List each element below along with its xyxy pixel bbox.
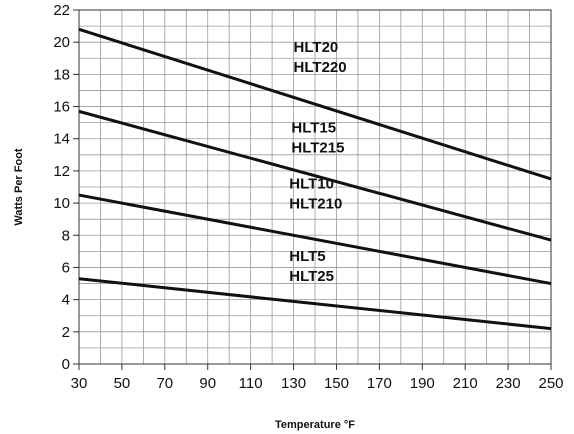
y-tick-label: 0 — [62, 356, 70, 373]
x-axis-label: Temperature °F — [275, 419, 355, 431]
series-label: HLT5 — [289, 248, 325, 265]
series-label: HLT210 — [289, 196, 342, 213]
series-label: HLT20 — [294, 39, 339, 56]
x-tick-label: 250 — [538, 375, 563, 392]
series-lines — [78, 27, 552, 331]
y-tick-label: 14 — [53, 131, 70, 148]
y-tick-label: 22 — [53, 2, 70, 19]
series-line-1 — [78, 27, 552, 181]
series-line-2 — [78, 109, 552, 242]
x-tick-label: 210 — [453, 375, 478, 392]
y-tick-label: 18 — [53, 66, 70, 83]
series-labels: HLT20 HLT220 HLT15 HLT215 HLT10 HLT210 HLT5 HLT… — [289, 39, 346, 285]
series-label: HLT220 — [294, 59, 347, 76]
x-tick-label: 130 — [281, 375, 306, 392]
x-tick-label: 150 — [324, 375, 349, 392]
series-line-3 — [78, 193, 552, 286]
x-tick-label: 170 — [367, 375, 392, 392]
axes — [78, 9, 552, 365]
series-label: HLT15 — [291, 119, 336, 136]
y-axis-label: Watts Per Foot — [13, 148, 25, 226]
y-tick-label: 20 — [53, 34, 70, 51]
x-tick-label: 110 — [239, 375, 263, 392]
y-tick-label: 10 — [53, 195, 70, 212]
y-tick-labels: 0 2 4 6 8 10 12 14 16 18 20 22 — [53, 2, 79, 373]
series-label: HLT215 — [291, 139, 344, 156]
x-tick-label: 50 — [114, 375, 131, 392]
y-tick-label: 6 — [62, 259, 70, 276]
y-tick-label: 16 — [53, 99, 70, 116]
x-tick-label: 70 — [156, 375, 173, 392]
series-label: HLT25 — [289, 268, 334, 285]
x-tick-label: 190 — [410, 375, 435, 392]
x-tick-label: 90 — [199, 375, 216, 392]
series-label: HLT10 — [289, 176, 334, 193]
y-tick-label: 8 — [62, 227, 70, 244]
series-line-4 — [78, 277, 552, 331]
y-tick-label: 2 — [62, 324, 70, 341]
x-tick-label: 230 — [496, 375, 521, 392]
x-tick-labels: 30 50 70 90 110 130 150 170 190 210 230 250 — [71, 364, 564, 392]
y-tick-label: 4 — [62, 292, 70, 309]
y-tick-label: 12 — [53, 163, 70, 180]
plot-frame — [78, 9, 552, 365]
x-tick-label: 30 — [71, 375, 88, 392]
